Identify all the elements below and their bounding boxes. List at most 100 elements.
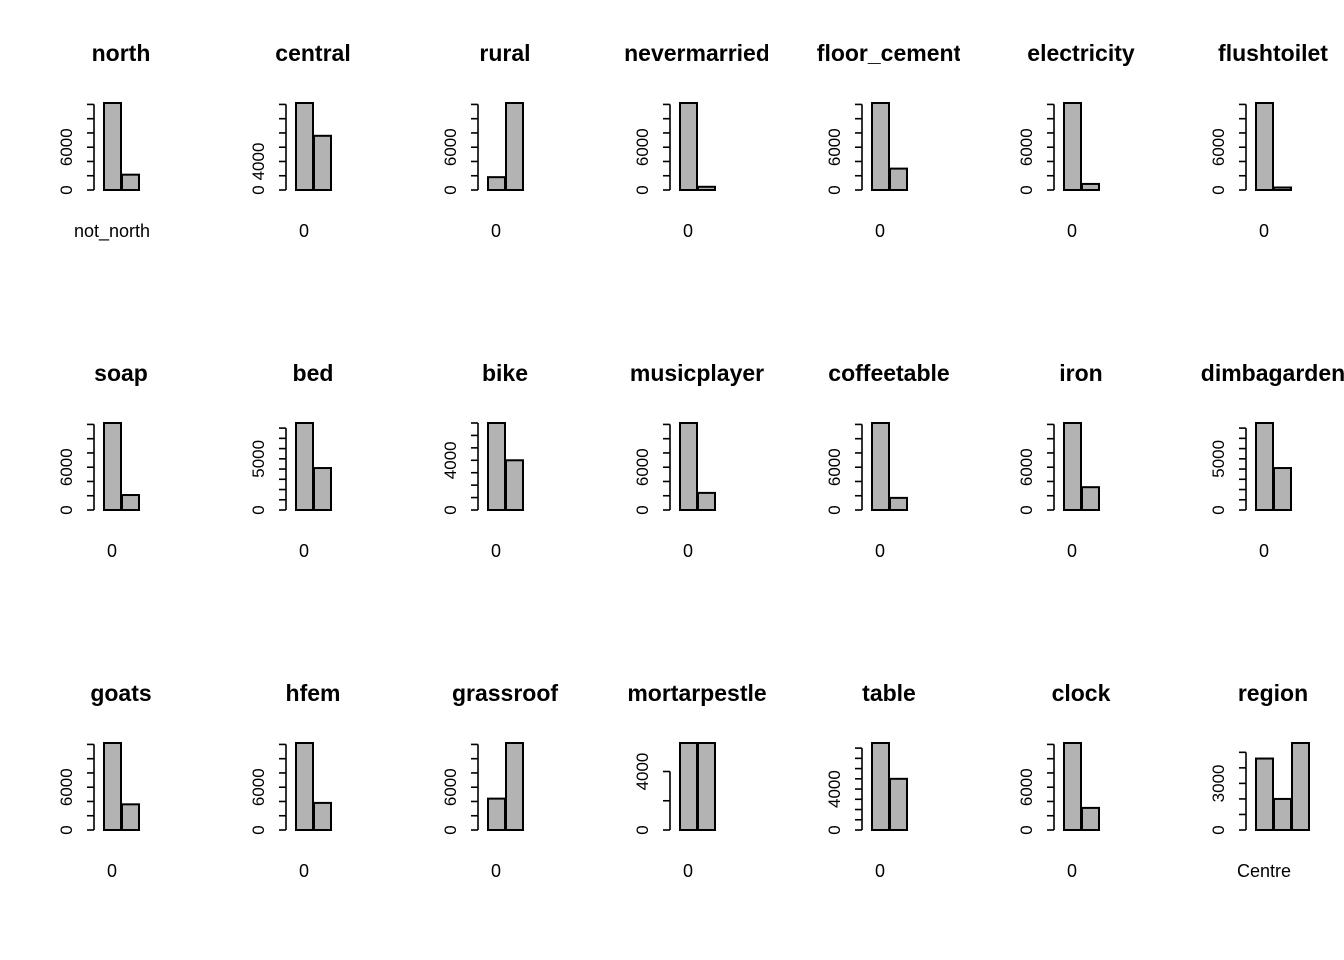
chart-title: hfem (286, 680, 341, 706)
histogram-bar (487, 176, 506, 192)
chart-title: coffeetable (828, 360, 949, 386)
y-tick-label: 0 (57, 825, 76, 834)
y-tick-label: 6000 (57, 448, 76, 486)
bar-chart-svg: hfem 0 6000 0 (249, 680, 341, 881)
histogram-bar (1273, 186, 1292, 192)
y-tick-label: 4000 (633, 753, 652, 791)
y-tick-label: 6000 (1209, 128, 1228, 166)
histogram-bar (103, 422, 122, 511)
x-category-label: 0 (491, 541, 501, 561)
y-tick-label: 0 (1209, 505, 1228, 514)
x-category-label: 0 (299, 541, 309, 561)
x-category-label: 0 (875, 861, 885, 881)
bar-chart-svg: region 0 3000 Centre (1209, 680, 1310, 881)
y-tick-label: 6000 (57, 768, 76, 806)
histogram-bar (313, 801, 332, 832)
bar-chart-svg: north 0 6000 not_north (57, 40, 151, 242)
chart-title: musicplayer (630, 360, 764, 386)
histogram-bar (871, 742, 890, 831)
y-tick-label: 4000 (441, 441, 460, 479)
chart-title: bike (482, 360, 528, 386)
chart-title: floor_cement (817, 40, 960, 66)
y-tick-label: 3000 (1209, 764, 1228, 802)
histogram-bar (1291, 742, 1310, 831)
chart-title: electricity (1027, 40, 1135, 66)
x-category-label: 0 (1067, 221, 1077, 241)
histogram-bar (295, 102, 314, 191)
bar-chart-svg: bed 0 5000 0 (249, 360, 333, 561)
histogram-panel: goats 0 6000 0 (0, 640, 192, 960)
histogram-bar (889, 167, 908, 191)
bar-chart-svg: musicplayer 0 6000 0 (630, 360, 764, 561)
histogram-bar (889, 777, 908, 832)
histogram-panel: region 0 3000 Centre (1152, 640, 1344, 960)
y-tick-label: 6000 (441, 128, 460, 166)
x-category-label: 0 (875, 221, 885, 241)
bar-chart-svg: bike 0 4000 0 (441, 360, 528, 561)
x-category-label: 0 (683, 221, 693, 241)
y-tick-label: 6000 (633, 448, 652, 486)
histogram-panel: iron 0 6000 0 (960, 320, 1152, 640)
x-category-label: 0 (1067, 861, 1077, 881)
histogram-bar (679, 422, 698, 511)
chart-title: table (862, 680, 916, 706)
x-category-label: 0 (1259, 221, 1269, 241)
y-tick-label: 0 (1209, 825, 1228, 834)
y-tick-label: 0 (441, 825, 460, 834)
y-tick-label: 5000 (249, 440, 268, 478)
x-category-label: not_north (74, 221, 150, 242)
y-tick-label: 0 (825, 825, 844, 834)
y-tick-label: 0 (1209, 185, 1228, 194)
chart-title: grassroof (452, 680, 558, 706)
bar-chart-svg: mortarpestle 0 4000 0 (627, 680, 766, 881)
histogram-bar (1063, 102, 1082, 191)
y-tick-label: 0 (57, 505, 76, 514)
bar-chart-svg: rural 0 6000 0 (441, 40, 531, 241)
histogram-panel: electricity 0 6000 0 (960, 0, 1152, 320)
chart-title: flushtoilet (1218, 40, 1328, 66)
chart-title: north (92, 40, 151, 66)
y-tick-label: 6000 (1017, 768, 1036, 806)
histogram-panel: north 0 6000 not_north (0, 0, 192, 320)
chart-title: iron (1059, 360, 1102, 386)
histogram-bar (487, 422, 506, 511)
histogram-bar (679, 102, 698, 191)
y-tick-label: 0 (633, 185, 652, 194)
x-category-label: 0 (299, 221, 309, 241)
bar-chart-svg: dimbagarden 0 5000 0 (1201, 360, 1344, 561)
histogram-panel: floor_cement 0 6000 0 (768, 0, 960, 320)
bar-chart-svg: flushtoilet 0 6000 0 (1209, 40, 1328, 241)
histogram-panel: musicplayer 0 6000 0 (576, 320, 768, 640)
histogram-bar (121, 494, 140, 512)
x-category-label: 0 (107, 861, 117, 881)
histogram-bar (1063, 742, 1082, 831)
histogram-panel: nevermarried 0 6000 0 (576, 0, 768, 320)
histogram-bar (871, 102, 890, 191)
chart-title: rural (479, 40, 530, 66)
y-tick-label: 0 (441, 505, 460, 514)
bar-chart-svg: nevermarried 0 6000 0 (624, 40, 768, 241)
histogram-bar (697, 185, 716, 192)
histogram-bar (103, 742, 122, 831)
x-category-label: 0 (107, 541, 117, 561)
chart-title: region (1238, 680, 1308, 706)
x-category-label: 0 (875, 541, 885, 561)
histogram-panel: coffeetable 0 6000 0 (768, 320, 960, 640)
histogram-bar (1081, 182, 1100, 191)
bar-chart-svg: iron 0 6000 0 (1017, 360, 1103, 561)
bar-chart-svg: coffeetable 0 6000 0 (825, 360, 950, 561)
histogram-bar (1255, 422, 1274, 511)
y-tick-label: 6000 (249, 768, 268, 806)
x-category-label: 0 (683, 541, 693, 561)
y-tick-label: 0 (1017, 825, 1036, 834)
y-tick-label: 0 (57, 185, 76, 194)
histogram-panel: mortarpestle 0 4000 0 (576, 640, 768, 960)
histogram-bar (313, 467, 332, 511)
y-tick-label: 6000 (1017, 448, 1036, 486)
bar-chart-svg: floor_cement 0 6000 0 (817, 40, 960, 241)
y-tick-label: 6000 (1017, 128, 1036, 166)
x-category-label: Centre (1237, 861, 1291, 881)
histogram-panel: grassroof 0 6000 0 (384, 640, 576, 960)
histogram-bar (697, 742, 716, 831)
